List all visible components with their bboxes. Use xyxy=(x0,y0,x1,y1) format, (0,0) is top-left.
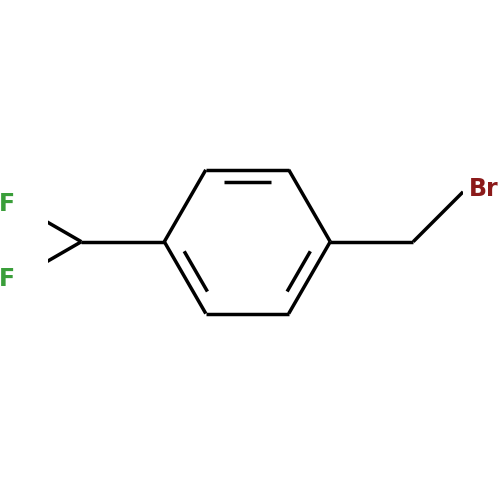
Text: F: F xyxy=(0,267,16,291)
Text: F: F xyxy=(0,192,16,216)
Text: Br: Br xyxy=(470,176,499,201)
